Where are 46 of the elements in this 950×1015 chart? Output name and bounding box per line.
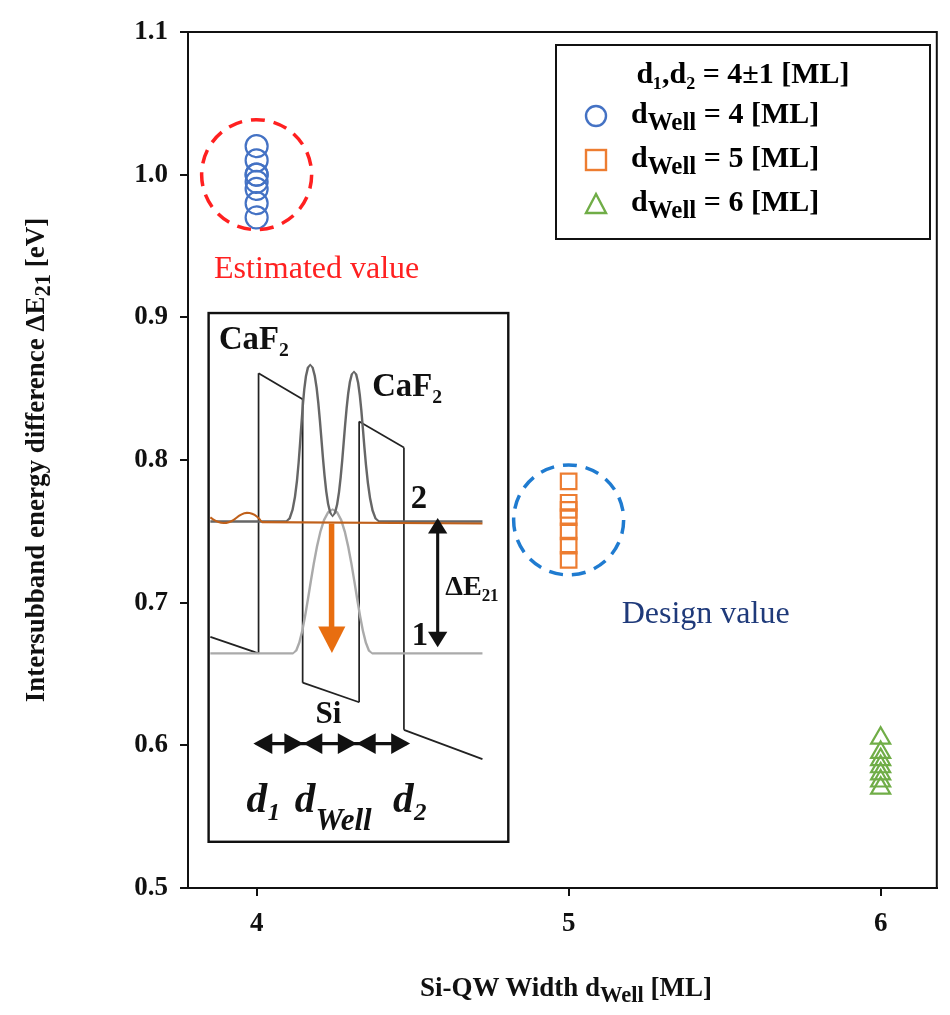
y-tick-label: 0.8: [134, 442, 168, 473]
point: [559, 508, 578, 526]
annotation: d₁: [246, 775, 282, 822]
annotation: CaF₂: [218, 320, 289, 357]
annotation: d₂: [392, 775, 428, 822]
annotation: 2: [410, 478, 428, 515]
point: [559, 501, 578, 519]
point: [244, 191, 269, 216]
point: [244, 169, 269, 194]
point: [244, 205, 269, 230]
annotation: Estimated value: [214, 249, 420, 286]
point: [870, 768, 892, 788]
x-tick-label: 5: [561, 907, 576, 938]
x-tick-label: 4: [249, 907, 264, 938]
legend-label: d$_{Well}$ = 4 [ML]: [631, 96, 820, 136]
legend-title: d₁,d₂ = 4±1 [ML]: [635, 56, 851, 90]
point: [559, 472, 578, 491]
y-tick-label: 0.9: [134, 300, 168, 331]
point: [870, 726, 892, 745]
point: [870, 747, 892, 767]
point: [244, 176, 269, 202]
annotation: d$_{Well}$: [294, 775, 373, 838]
point: [559, 550, 578, 569]
point: [870, 740, 892, 760]
annotation: Si: [315, 694, 342, 730]
annotation: 1: [411, 615, 429, 652]
y-tick-label: 1.1: [134, 14, 168, 45]
point: [870, 776, 892, 795]
y-tick-label: 0.7: [134, 585, 168, 616]
annotation: ΔE₂₁: [445, 570, 499, 602]
point: [559, 493, 578, 512]
y-tick-label: 0.6: [134, 728, 168, 759]
annotation: Design value: [621, 594, 790, 631]
point: [559, 536, 578, 555]
point: [870, 754, 892, 774]
x-axis-title: Si-QW Width d$_{Well}$ [ML]: [419, 972, 713, 1009]
point: [559, 522, 578, 541]
point: [244, 134, 269, 159]
y-tick-label: 0.5: [134, 870, 168, 901]
y-tick-label: 1.0: [134, 157, 168, 188]
legend-label: d$_{Well}$ = 5 [ML]: [631, 140, 820, 180]
x-tick-label: 6: [873, 907, 888, 938]
point: [870, 761, 892, 781]
annotation: CaF₂: [372, 366, 443, 403]
point: [244, 148, 269, 173]
legend-label: d$_{Well}$ = 6 [ML]: [631, 184, 820, 224]
